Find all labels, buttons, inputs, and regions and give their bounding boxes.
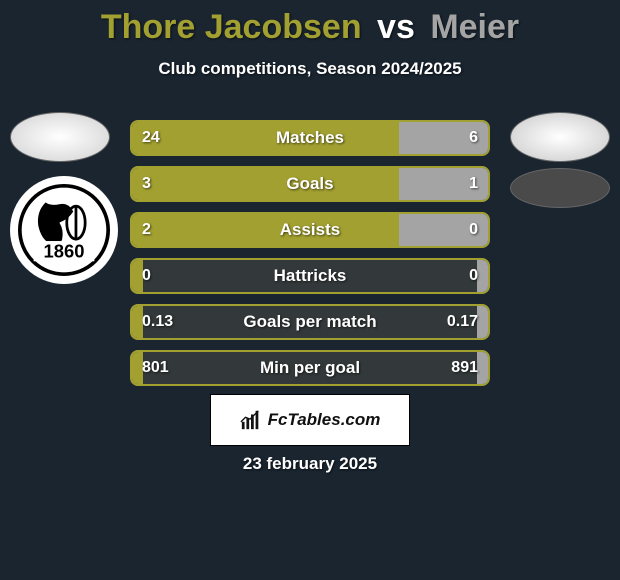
stat-label: Matches <box>132 128 488 148</box>
stat-row: 246Matches <box>130 120 490 156</box>
brand-text: FcTables.com <box>268 410 381 430</box>
svg-text:1860: 1860 <box>44 241 85 262</box>
chart-icon <box>240 409 262 431</box>
stat-row: 00Hattricks <box>130 258 490 294</box>
player1-name: Thore Jacobsen <box>101 8 362 46</box>
player1-avatar <box>10 112 110 162</box>
stat-row: 20Assists <box>130 212 490 248</box>
brand-watermark: FcTables.com <box>210 394 410 446</box>
stat-label: Goals per match <box>132 312 488 332</box>
stat-label: Goals <box>132 174 488 194</box>
stat-label: Min per goal <box>132 358 488 378</box>
player2-avatar <box>510 112 610 162</box>
stat-label: Assists <box>132 220 488 240</box>
club-badge-1860-icon: 1860 <box>18 184 110 276</box>
stats-bars-container: 246Matches 31Goals 20Assists 00Hattricks 0.1… <box>130 120 490 396</box>
stat-label: Hattricks <box>132 266 488 286</box>
subtitle: Club competitions, Season 2024/2025 <box>0 59 620 79</box>
player1-club-badge: 1860 <box>10 176 118 284</box>
stat-row: 801891Min per goal <box>130 350 490 386</box>
stat-row: 0.130.17Goals per match <box>130 304 490 340</box>
player2-name: Meier <box>430 8 519 46</box>
stat-row: 31Goals <box>130 166 490 202</box>
player2-club-badge <box>510 168 610 208</box>
date-label: 23 february 2025 <box>0 454 620 474</box>
comparison-title: Thore Jacobsen vs Meier <box>0 0 620 47</box>
vs-label: vs <box>377 8 415 46</box>
